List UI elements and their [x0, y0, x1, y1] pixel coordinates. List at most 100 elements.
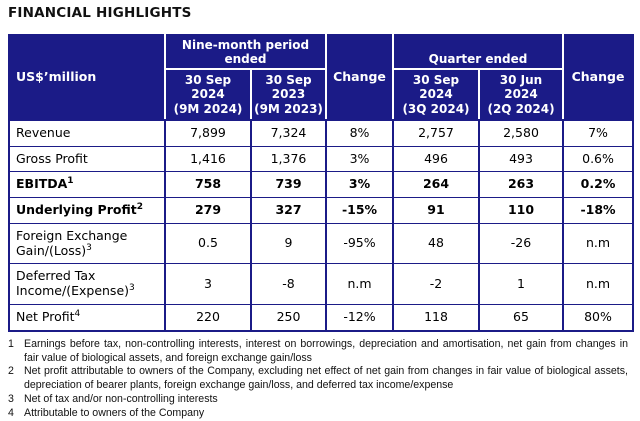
row-label: Deferred Tax Income/(Expense)3: [8, 263, 166, 305]
value-cell: 3%: [325, 171, 394, 199]
group-header-nine-month: Nine-month period ended: [164, 33, 327, 71]
table-row: Underlying Profit2 279 327 -15% 91 110 -18%: [8, 197, 635, 224]
row-label-text: Net Profit: [16, 308, 75, 324]
unit-header-cell: US$’million: [8, 34, 166, 121]
group-header-quarter: Quarter ended: [391, 33, 565, 71]
value-cell: 279: [164, 197, 252, 224]
footnote: 2 Net profit attributable to owners of t…: [8, 365, 628, 393]
value-cell: 0.6%: [562, 145, 635, 173]
row-label: Gross Profit: [8, 145, 166, 173]
value-cell: 3%: [325, 145, 394, 173]
footnote-number: 1: [8, 337, 14, 350]
period-line: 2024: [419, 87, 453, 102]
value-cell: 220: [164, 303, 252, 332]
value-cell: 2,580: [477, 119, 565, 147]
footnote-number: 2: [8, 365, 14, 378]
period-line: (9M 2024): [173, 101, 243, 116]
row-label: EBITDA1: [8, 171, 166, 199]
value-cell: 7%: [562, 119, 635, 147]
footnote-number: 3: [8, 393, 14, 406]
period-line: 30 Sep: [184, 73, 232, 88]
row-label-text: EBITDA: [16, 176, 68, 192]
value-cell: 118: [392, 303, 480, 332]
value-cell: 91: [392, 197, 480, 224]
financial-highlights-table: US$’million Nine-month period ended Chan…: [8, 33, 635, 332]
header-group-row: US$’million Nine-month period ended Chan…: [8, 33, 635, 121]
value-cell: -15%: [325, 197, 394, 224]
value-cell: 1,416: [164, 145, 252, 173]
column-header-3q-2024: 30 Sep 2024 (3Q 2024): [392, 69, 480, 121]
period-line: 2024: [191, 87, 225, 102]
row-label-text: Gross Profit: [16, 150, 88, 166]
table-row: Deferred Tax Income/(Expense)3 3 -8 n.m -2 1 n…: [8, 263, 635, 305]
row-label-text: Revenue: [16, 124, 71, 140]
value-cell: 48: [392, 222, 480, 265]
footnote-number: 4: [8, 407, 14, 420]
value-cell: 2,757: [392, 119, 480, 147]
value-cell: 8%: [325, 119, 394, 147]
row-label-text: Underlying Profit: [16, 202, 137, 218]
table-row: EBITDA1 758 739 3% 264 263 0.2%: [8, 171, 635, 199]
value-cell: n.m: [562, 263, 635, 305]
footnote: 1 Earnings before tax, non-controlling i…: [8, 338, 628, 366]
row-label: Foreign Exchange Gain/(Loss)3: [8, 222, 166, 265]
value-cell: 327: [250, 197, 327, 224]
value-cell: n.m: [562, 222, 635, 265]
value-cell: 7,899: [164, 119, 252, 147]
footnotes: 1 Earnings before tax, non-controlling i…: [8, 338, 632, 421]
value-cell: -2: [392, 263, 480, 305]
footnote-text: Earnings before tax, non-controlling int…: [24, 337, 628, 364]
value-cell: -8: [250, 263, 327, 305]
value-cell: -26: [477, 222, 565, 265]
value-cell: 80%: [562, 303, 635, 332]
footnote: 3 Net of tax and/or non-controlling inte…: [8, 393, 628, 407]
value-cell: 493: [477, 145, 565, 173]
row-label: Underlying Profit2: [8, 197, 166, 224]
table-body: Revenue 7,899 7,324 8% 2,757 2,580 7% Gross Pro…: [8, 119, 635, 332]
period-line: 30 Sep: [412, 73, 460, 88]
period-line: 30 Sep: [265, 73, 312, 88]
value-cell: 0.5: [164, 222, 252, 265]
header-period-row: 30 Sep 2024 (9M 2024) 30 Sep 2023 (9M 20…: [9, 69, 633, 121]
page-title: FINANCIAL HIGHLIGHTS: [8, 5, 192, 21]
column-header-2q-2024: 30 Jun 2024 (2Q 2024): [477, 69, 565, 121]
table-row: Net Profit4 220 250 -12% 118 65 80%: [8, 303, 635, 332]
footnote-text: Net profit attributable to owners of the…: [24, 365, 628, 392]
value-cell: 264: [392, 171, 480, 199]
row-label-text: Deferred Tax Income/(Expense): [16, 268, 130, 299]
row-label-text: Foreign Exchange Gain/(Loss): [16, 227, 128, 258]
value-cell: 1: [477, 263, 565, 305]
value-cell: 110: [477, 197, 565, 224]
value-cell: -18%: [562, 197, 635, 224]
value-cell: 0.2%: [562, 171, 635, 199]
footnote-ref: 3: [129, 282, 135, 293]
value-cell: 9: [250, 222, 327, 265]
period-line: (9M 2023): [254, 101, 323, 116]
footnote-ref: 1: [67, 176, 74, 187]
period-line: (2Q 2024): [487, 101, 555, 116]
footnote-text: Attributable to owners of the Company: [24, 407, 205, 420]
value-cell: 758: [164, 171, 252, 199]
period-line: 2023: [271, 87, 306, 102]
value-cell: 7,324: [250, 119, 327, 147]
value-cell: 250: [250, 303, 327, 332]
period-line: 30 Jun: [499, 73, 543, 88]
period-line: (3Q 2024): [402, 101, 470, 116]
footnote-ref: 4: [74, 308, 81, 319]
value-cell: 1,376: [250, 145, 327, 173]
value-cell: 3: [164, 263, 252, 305]
change-header-quarter: Change: [562, 34, 635, 121]
footnote: 4 Attributable to owners of the Company: [8, 407, 628, 421]
change-header-nine-month: Change: [325, 34, 394, 121]
table-row: Gross Profit 1,416 1,376 3% 496 493 0.6%: [8, 145, 635, 173]
row-label: Revenue: [8, 119, 166, 147]
value-cell: 263: [477, 171, 565, 199]
footnote-text: Net of tax and/or non-controlling intere…: [24, 393, 218, 406]
value-cell: 65: [477, 303, 565, 332]
table-header: US$’million Nine-month period ended Chan…: [8, 33, 635, 121]
row-label: Net Profit4: [8, 303, 166, 332]
value-cell: -95%: [325, 222, 394, 265]
value-cell: 496: [392, 145, 480, 173]
value-cell: n.m: [325, 263, 394, 305]
